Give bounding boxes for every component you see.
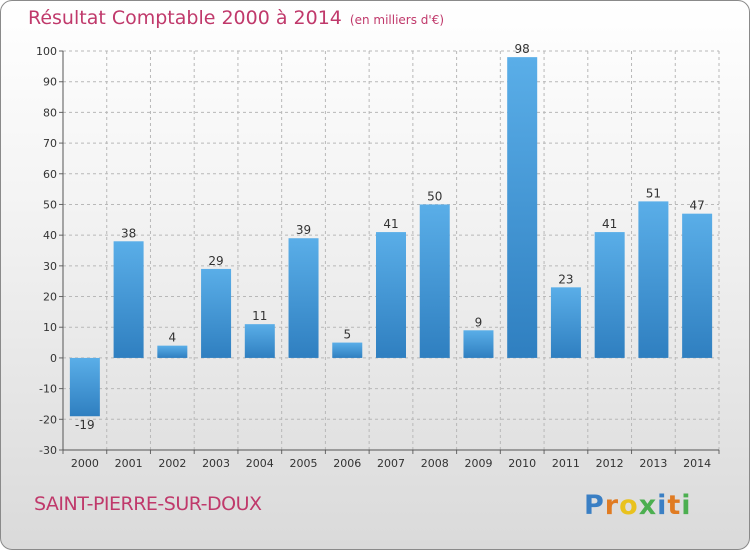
y-tick-label: -20: [39, 413, 57, 426]
bar-value-label: 50: [427, 189, 442, 203]
bar-2007[interactable]: [376, 232, 406, 358]
bar-2005[interactable]: [288, 238, 319, 358]
bar-2006[interactable]: [332, 342, 363, 358]
x-tick-label: 2013: [639, 457, 667, 470]
commune-name: SAINT-PIERRE-SUR-DOUX: [34, 493, 262, 515]
y-tick-label: 20: [43, 291, 57, 304]
bar-value-label: 39: [296, 223, 311, 237]
bar-value-label: 11: [252, 309, 267, 323]
y-tick-label: 70: [43, 137, 57, 150]
y-tick-label: 10: [43, 321, 57, 334]
logo-letter: t: [667, 490, 682, 521]
x-tick-label: 2005: [290, 457, 318, 470]
bar-2014[interactable]: [682, 213, 713, 358]
bar-2004[interactable]: [244, 324, 275, 358]
bar-value-label: -19: [75, 418, 95, 432]
y-tick-label: -30: [39, 444, 57, 457]
bar-2003[interactable]: [201, 268, 232, 358]
logo-letter: P: [584, 490, 605, 521]
logo-letter: r: [604, 490, 620, 521]
bar-2012[interactable]: [594, 232, 625, 358]
y-tick-label: 60: [43, 168, 57, 181]
bar-2010[interactable]: [507, 57, 538, 358]
bar-2001[interactable]: [113, 241, 144, 358]
y-tick-label: 100: [36, 45, 57, 58]
y-tick-label: 30: [43, 260, 57, 273]
bar-value-label: 5: [343, 328, 351, 342]
bar-value-label: 29: [208, 254, 223, 268]
x-tick-label: 2004: [246, 457, 274, 470]
bar-value-label: 47: [689, 199, 704, 213]
bar-2000[interactable]: [69, 357, 100, 417]
logo-letter: x: [638, 490, 658, 521]
x-tick-label: 2010: [508, 457, 536, 470]
x-tick-label: 2007: [377, 457, 405, 470]
chart-title: Résultat Comptable 2000 à 2014 (en millie…: [28, 7, 444, 29]
proxiti-logo[interactable]: Proxiti: [584, 490, 692, 521]
bar-value-label: 41: [383, 217, 398, 231]
x-tick-label: 2009: [464, 457, 492, 470]
y-tick-label: 40: [43, 229, 57, 242]
x-tick-label: 2011: [552, 457, 580, 470]
logo-letter: o: [619, 490, 639, 521]
chart-title-text: Résultat Comptable 2000 à 2014: [28, 7, 342, 29]
y-tick-label: 80: [43, 106, 57, 119]
x-tick-label: 2014: [683, 457, 711, 470]
y-tick-label: -10: [39, 383, 57, 396]
bar-2002[interactable]: [157, 345, 188, 358]
bar-value-label: 38: [121, 226, 136, 240]
bar-value-label: 41: [602, 217, 617, 231]
bar-value-label: 9: [475, 315, 483, 329]
bar-value-label: 4: [169, 331, 177, 345]
x-tick-label: 2001: [115, 457, 143, 470]
bar-2011[interactable]: [550, 287, 581, 358]
logo-letter: i: [681, 490, 692, 521]
x-tick-label: 2002: [158, 457, 186, 470]
bar-2009[interactable]: [463, 330, 494, 358]
x-tick-label: 2008: [421, 457, 449, 470]
chart-subtitle: (en milliers d'€): [349, 13, 445, 27]
logo-letter: i: [657, 490, 668, 521]
x-tick-label: 2006: [333, 457, 361, 470]
bar-value-label: 23: [558, 272, 573, 286]
x-tick-label: 2000: [71, 457, 99, 470]
bar-value-label: 51: [646, 186, 661, 200]
bar-2013[interactable]: [638, 201, 669, 358]
x-tick-label: 2003: [202, 457, 230, 470]
x-tick-label: 2012: [596, 457, 624, 470]
bar-value-label: 98: [515, 42, 530, 56]
y-tick-label: 50: [43, 198, 57, 211]
y-tick-label: 0: [50, 352, 57, 365]
bar-2008[interactable]: [419, 204, 450, 358]
y-tick-label: 90: [43, 76, 57, 89]
